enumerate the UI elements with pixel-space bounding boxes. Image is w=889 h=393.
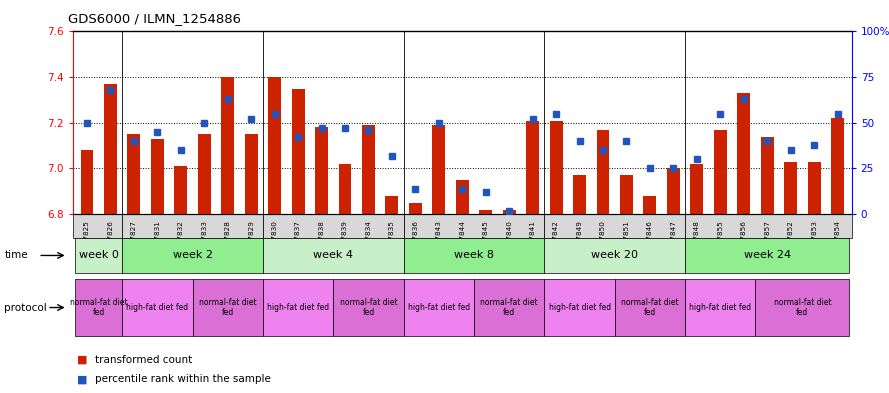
Bar [784, 162, 797, 214]
Bar [714, 130, 726, 214]
Bar [221, 77, 234, 214]
Bar [339, 164, 351, 214]
Bar [198, 134, 211, 214]
Text: protocol: protocol [4, 303, 47, 312]
Text: high-fat diet fed: high-fat diet fed [126, 303, 188, 312]
Text: high-fat diet fed: high-fat diet fed [408, 303, 470, 312]
Bar [386, 196, 398, 214]
Text: week 20: week 20 [591, 250, 638, 261]
Text: ■: ■ [77, 354, 88, 365]
Text: normal-fat diet
fed: normal-fat diet fed [773, 298, 831, 317]
Text: normal-fat diet
fed: normal-fat diet fed [199, 298, 257, 317]
Bar [526, 121, 539, 214]
Bar [151, 139, 164, 214]
Bar [737, 93, 750, 214]
Text: GDS6000 / ILMN_1254886: GDS6000 / ILMN_1254886 [68, 12, 242, 25]
Bar [244, 134, 258, 214]
Bar [315, 127, 328, 214]
Text: normal-fat diet
fed: normal-fat diet fed [621, 298, 678, 317]
Bar [292, 88, 305, 214]
Bar [691, 164, 703, 214]
Bar [362, 125, 375, 214]
Text: high-fat diet fed: high-fat diet fed [267, 303, 329, 312]
Bar [573, 175, 586, 214]
Text: percentile rank within the sample: percentile rank within the sample [95, 374, 271, 384]
Text: high-fat diet fed: high-fat diet fed [689, 303, 751, 312]
Text: normal-fat diet
fed: normal-fat diet fed [340, 298, 397, 317]
Text: time: time [4, 250, 28, 261]
Text: week 8: week 8 [454, 250, 494, 261]
Text: week 0: week 0 [79, 250, 118, 261]
Text: ■: ■ [77, 374, 88, 384]
Text: normal-fat diet
fed: normal-fat diet fed [480, 298, 538, 317]
Bar [81, 150, 93, 214]
Bar [644, 196, 656, 214]
Bar [831, 118, 844, 214]
Text: high-fat diet fed: high-fat diet fed [549, 303, 611, 312]
Text: normal-fat diet
fed: normal-fat diet fed [70, 298, 127, 317]
Bar [409, 203, 421, 214]
Text: transformed count: transformed count [95, 354, 192, 365]
Bar [268, 77, 281, 214]
Bar [479, 209, 493, 214]
Bar [808, 162, 821, 214]
Bar [127, 134, 140, 214]
Bar [432, 125, 445, 214]
Bar [503, 209, 516, 214]
Bar [761, 136, 773, 214]
Bar [597, 130, 610, 214]
Bar [549, 121, 563, 214]
Text: week 2: week 2 [172, 250, 212, 261]
Bar [104, 84, 116, 214]
Bar [667, 169, 680, 214]
Text: week 24: week 24 [744, 250, 791, 261]
Bar [174, 166, 188, 214]
Text: week 4: week 4 [313, 250, 353, 261]
Bar [620, 175, 633, 214]
Bar [456, 180, 469, 214]
